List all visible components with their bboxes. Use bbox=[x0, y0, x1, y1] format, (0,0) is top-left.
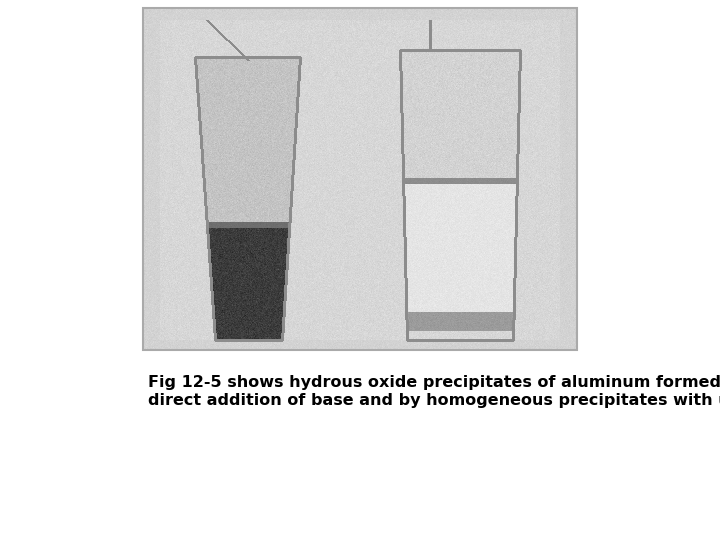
Text: Fig 12-5 shows hydrous oxide precipitates of aluminum formed by: Fig 12-5 shows hydrous oxide precipitate… bbox=[148, 375, 720, 390]
Bar bbox=[143, 8, 577, 350]
Text: direct addition of base and by homogeneous precipitates with urea.: direct addition of base and by homogeneo… bbox=[148, 393, 720, 408]
